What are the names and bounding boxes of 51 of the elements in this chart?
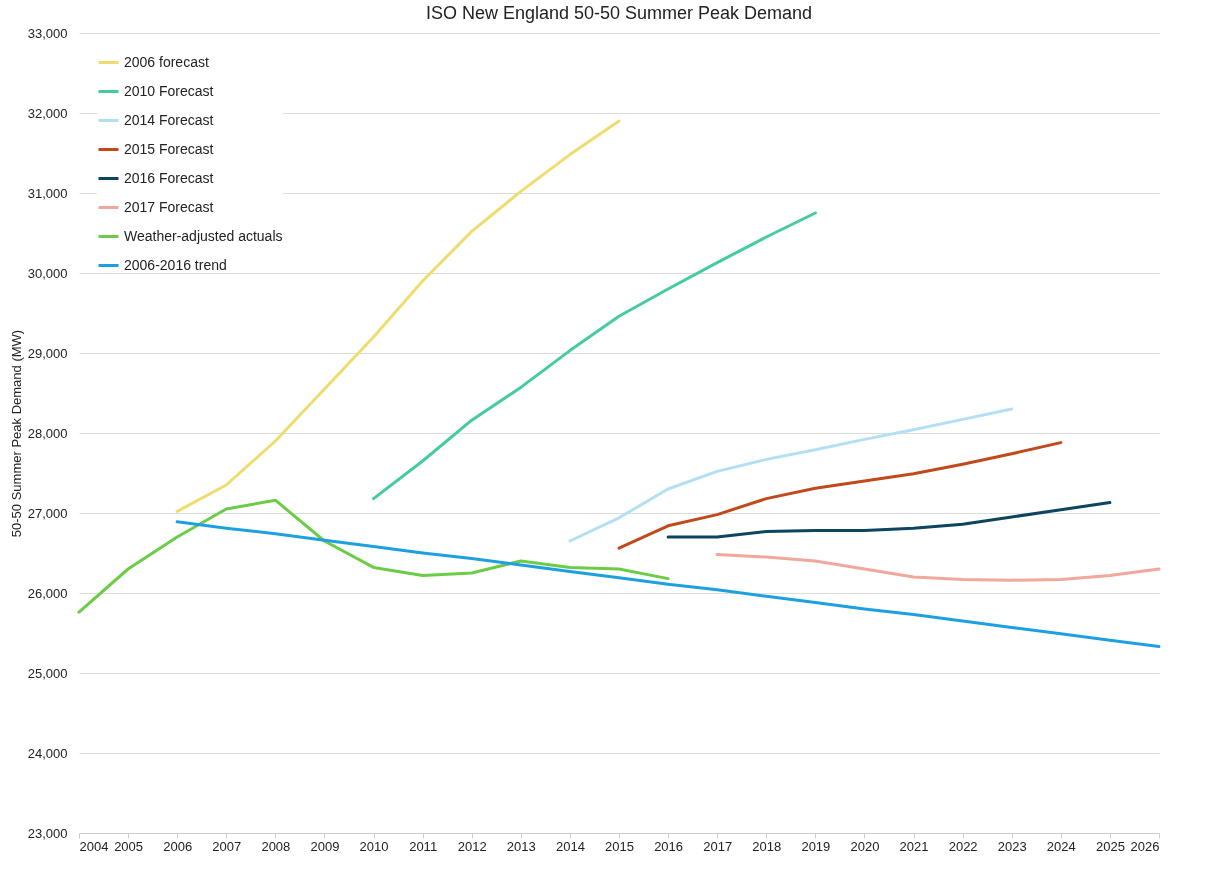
line-series — [715, 553, 1161, 582]
y-tick-label: 28,000 — [27, 425, 68, 441]
x-tick-label: 2016 — [654, 838, 684, 854]
legend-label: 2006 forecast — [124, 53, 209, 70]
x-tick-label: 2017 — [703, 838, 733, 854]
legend-label: Weather-adjusted actuals — [124, 227, 283, 244]
x-tick-label: 2020 — [850, 838, 880, 854]
x-tick-label: 2024 — [1046, 838, 1076, 854]
x-tick-label: 2025 — [1095, 838, 1125, 854]
x-tick-label: 2019 — [801, 838, 831, 854]
y-tick-label: 32,000 — [27, 105, 68, 121]
x-tick-label: 2005 — [114, 838, 144, 854]
x-tick-label: 2021 — [899, 838, 929, 854]
y-tick-label: 29,000 — [27, 345, 68, 361]
x-tick-label: 2006 — [163, 838, 193, 854]
line-series — [568, 407, 1014, 543]
x-tick-label: 2010 — [359, 838, 389, 854]
x-tick-label: 2018 — [752, 838, 782, 854]
x-tick-label: 2007 — [212, 838, 242, 854]
x-tick-label: 2013 — [506, 838, 536, 854]
x-tick-label: 2014 — [555, 838, 585, 854]
y-tick-label: 27,000 — [27, 505, 68, 521]
y-tick-label: 26,000 — [27, 585, 68, 601]
x-tick-label: 2015 — [605, 838, 634, 854]
line-series — [175, 520, 1161, 649]
y-tick-label: 23,000 — [27, 825, 68, 841]
line-series — [372, 211, 817, 501]
legend-label: 2015 Forecast — [124, 140, 214, 157]
x-tick-label: 2022 — [948, 838, 978, 854]
legend-label: 2016 Forecast — [124, 169, 214, 186]
y-tick-label: 25,000 — [27, 665, 68, 681]
y-tick-label: 30,000 — [27, 265, 68, 281]
y-tick-label: 31,000 — [27, 185, 68, 201]
legend-label: 2010 Forecast — [124, 82, 214, 99]
x-tick-label: 2026 — [1130, 838, 1160, 854]
y-tick-label: 24,000 — [27, 745, 68, 761]
line-series — [617, 441, 1063, 550]
x-tick-label: 2011 — [409, 838, 438, 854]
legend-label: 2014 Forecast — [124, 111, 214, 128]
line-series — [77, 498, 670, 614]
chart-title: ISO New England 50-50 Summer Peak Demand — [425, 3, 813, 23]
y-tick-label: 33,000 — [27, 25, 68, 41]
y-axis-title: 50-50 Summer Peak Demand (MW) — [8, 329, 24, 538]
x-tick-label: 2012 — [457, 838, 487, 854]
x-tick-label: 2023 — [997, 838, 1027, 854]
legend-label: 2017 Forecast — [124, 198, 214, 215]
x-tick-label: 2008 — [261, 838, 291, 854]
x-tick-label: 2009 — [310, 838, 340, 854]
legend-label: 2006-2016 trend — [124, 256, 227, 273]
line-series — [666, 501, 1112, 539]
x-tick-label: 2004 — [79, 838, 109, 854]
